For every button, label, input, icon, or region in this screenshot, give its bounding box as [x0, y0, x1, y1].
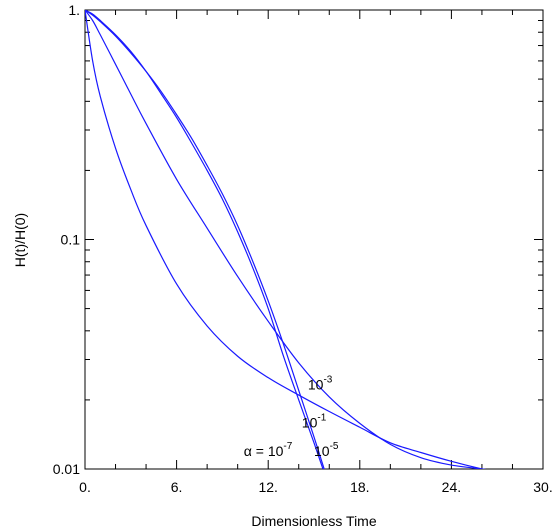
x-axis-label: Dimensionless Time [251, 513, 376, 529]
x-tick-label: 24. [442, 479, 461, 495]
x-tick-label: 30. [533, 479, 552, 495]
x-tick-label: 6. [171, 479, 183, 495]
x-tick-label: 18. [350, 479, 369, 495]
curve-label: α = 10-7 [244, 441, 293, 459]
y-axis-label: H(t)/H(0) [12, 213, 28, 267]
y-tick-label: 1. [68, 2, 80, 18]
plot-frame [84, 9, 544, 470]
x-tick-label: 0. [79, 479, 91, 495]
axis-ticks [84, 9, 544, 470]
curve-label: 10-3 [308, 375, 333, 393]
series-line-10-1 [85, 10, 485, 469]
x-tick-label: 12. [258, 479, 277, 495]
y-tick-label: 0.1 [61, 232, 81, 248]
curve-label: 10-5 [314, 441, 339, 459]
curve-label: 10-1 [302, 412, 327, 430]
series-lines [85, 10, 487, 469]
series-line-10-5 [85, 10, 325, 469]
series-line-10-3 [85, 10, 487, 469]
y-tick-label: 0.01 [53, 461, 80, 477]
curve-labels: 10-3 10-1 α = 10-7 10-5 [244, 375, 339, 459]
tick-labels: 0. 6. 12. 18. 24. 30. 0.01 0.1 1. [53, 2, 553, 495]
series-line-10-7 [85, 10, 324, 469]
